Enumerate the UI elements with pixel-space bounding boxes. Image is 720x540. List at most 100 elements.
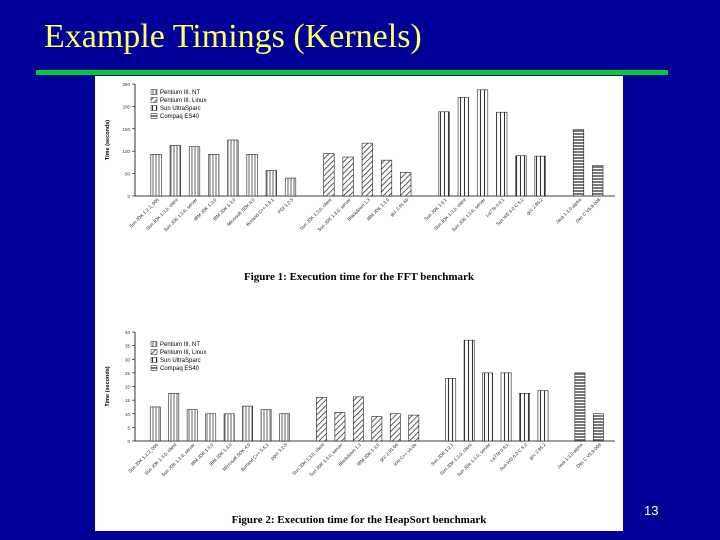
bar — [150, 154, 162, 197]
bar — [496, 111, 508, 197]
bar — [389, 413, 401, 442]
legend-label: Compaq ES40 — [160, 366, 200, 372]
x-tick-label: Sun JDK 1.3.0, client — [291, 442, 325, 476]
legend-label: Pentium III, NT — [160, 342, 200, 348]
legend-label: Pentium III, Linux — [160, 350, 206, 356]
x-tick-label: Sun JDK 1.3.0, server — [317, 197, 353, 233]
bar — [168, 393, 180, 442]
y-tick-label: 5 — [127, 425, 130, 430]
y-tick-label: 50 — [125, 172, 131, 177]
bar — [342, 156, 354, 197]
bar — [223, 413, 235, 442]
y-tick-label: 20 — [125, 385, 131, 390]
legend-swatch — [150, 89, 158, 95]
x-tick-label: Sun JDK 1.3.0, server — [161, 442, 197, 478]
legend-label: Compaq ES40 — [160, 114, 200, 120]
bar — [500, 372, 512, 442]
legend-swatch — [150, 341, 158, 347]
y-tick-label: 15 — [125, 398, 131, 403]
legend-label: Sun UltraSparc — [160, 106, 201, 112]
bar — [380, 159, 393, 197]
bar — [169, 145, 181, 197]
y-tick-label: 100 — [122, 149, 130, 154]
y-axis-label: Time (seconds) — [105, 366, 111, 406]
bar — [334, 412, 346, 442]
legend-label: Pentium III, Linux — [160, 98, 206, 104]
bar — [227, 139, 239, 197]
bar — [316, 397, 327, 442]
bar — [205, 413, 217, 442]
slide-title: Example Timings (Kernels) — [44, 18, 422, 55]
bar — [537, 390, 549, 442]
x-tick-label: pgcc 3.2-3 — [270, 442, 289, 461]
legend-swatch — [150, 105, 158, 111]
x-tick-label: PGI 3.2-3 — [277, 197, 295, 215]
y-tick-label: 0 — [127, 439, 130, 444]
y-tick-label: 25 — [125, 371, 131, 376]
legend-swatch — [150, 349, 158, 355]
bar — [463, 339, 475, 442]
bar — [265, 170, 277, 197]
bar — [246, 154, 258, 197]
x-tick-label: Sun JDK 1.3.0, client — [299, 197, 333, 231]
bar — [592, 165, 604, 197]
y-tick-label: 30 — [125, 357, 131, 362]
y-tick-label: 40 — [125, 330, 131, 335]
bar — [408, 414, 420, 442]
y-tick-label: 35 — [125, 344, 131, 349]
x-tick-label: Sun JDK 1.3.0, client — [439, 442, 473, 476]
bar — [574, 372, 586, 442]
bar — [438, 111, 450, 197]
bar — [149, 406, 161, 442]
legend: Pentium III, NT Pentium III, Linux Sun Ult… — [150, 341, 206, 372]
bar — [353, 396, 364, 442]
x-tick-label: Sun JDK 1.3.0, server — [451, 197, 487, 233]
legend-swatch — [150, 113, 158, 119]
page-number: 13 — [644, 503, 659, 518]
bar — [445, 378, 457, 442]
y-tick-label: 250 — [122, 82, 130, 87]
x-tick-label: gcc 2.91.66 — [389, 197, 410, 218]
bar — [593, 413, 604, 442]
bar — [482, 372, 493, 442]
bar — [279, 413, 290, 442]
x-tick-label: Sun JDK 1.2.2_006 — [127, 442, 159, 474]
x-tick-label: Sun JDK 1.3.0, client — [144, 442, 178, 476]
x-tick-label: gcc 2.95.2 — [525, 197, 544, 216]
y-tick-label: 200 — [122, 104, 130, 109]
x-tick-label: Sun JDK 1.3.0, server — [456, 442, 492, 478]
y-tick-label: 150 — [122, 127, 130, 132]
legend: Pentium III, NT Pentium III, Linux Sun Ult… — [150, 89, 206, 120]
y-tick-label: 10 — [125, 412, 131, 417]
bar — [188, 146, 201, 197]
y-tick-label: 0 — [127, 194, 130, 199]
figure-panel: 0 50 100 150 200 250 Time (seconds) Sun JDK 1.2… — [95, 76, 623, 531]
bar — [457, 97, 469, 197]
x-tick-label: gcc 2.95.2 — [528, 442, 547, 461]
figure-caption: Figure 1: Execution time for the FFT ben… — [244, 271, 475, 283]
bar — [371, 416, 383, 442]
bar — [400, 171, 412, 197]
legend-swatch — [150, 357, 158, 363]
bar — [534, 155, 546, 197]
y-axis-label: Time (seconds) — [105, 120, 111, 160]
legend-label: Sun UltraSparc — [160, 358, 201, 364]
legend-swatch — [150, 97, 158, 103]
bar — [476, 89, 489, 197]
x-tick-label: Sun JDK 1.3.0, server — [163, 197, 199, 233]
x-tick-label: Sun JDK 1.3.0, server — [308, 442, 344, 478]
bar — [515, 155, 527, 197]
legend-swatch — [150, 365, 158, 371]
heapsort-chart: 0 5 10 15 20 25 30 35 40 Time (seconds) Sun JDK 1.… — [105, 330, 615, 526]
figure-caption: Figure 2: Execution time for the HeapSor… — [232, 514, 488, 526]
bar — [519, 393, 530, 442]
legend-label: Pentium III, NT — [160, 90, 200, 96]
bar — [572, 129, 585, 197]
bar — [186, 409, 198, 442]
bar — [284, 177, 297, 197]
bar — [323, 153, 335, 197]
bar — [208, 154, 220, 197]
bar — [361, 142, 373, 197]
